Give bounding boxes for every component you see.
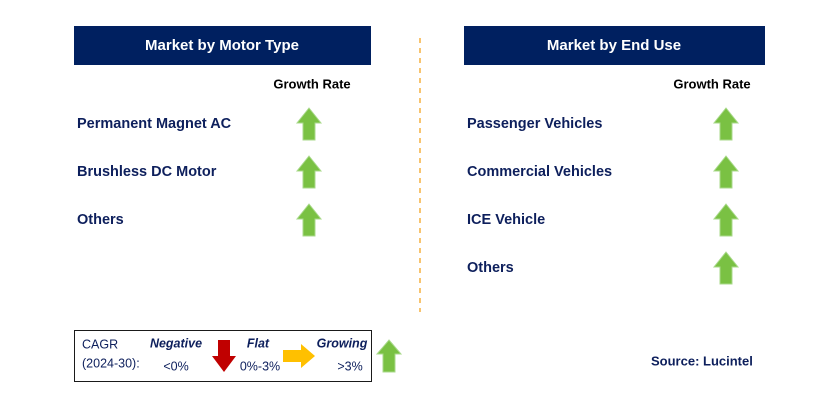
down-arrow xyxy=(212,340,236,372)
growth-arrow xyxy=(295,107,323,141)
item-label: Commercial Vehicles xyxy=(467,164,612,180)
legend-period: (2024-30): xyxy=(82,356,140,370)
legend-growing-range: >3% xyxy=(337,359,362,373)
legend-box xyxy=(74,330,372,382)
growth-arrow xyxy=(712,203,740,237)
growth-arrow xyxy=(295,203,323,237)
source: Source: Lucintel xyxy=(651,353,753,368)
left-growth-rate: Growth Rate xyxy=(273,76,350,91)
left-title: Market by Motor Type xyxy=(145,37,299,54)
legend-flat: Flat xyxy=(247,336,270,350)
legend-negative-range: <0% xyxy=(163,359,188,373)
item-label: Others xyxy=(77,212,124,228)
legend-flat-range: 0%-3% xyxy=(240,359,280,373)
items: Permanent Magnet AC Brushless DC Motor Oth… xyxy=(77,107,740,285)
item-label: Brushless DC Motor xyxy=(77,164,217,180)
growth-arrow xyxy=(712,251,740,285)
right-arrow xyxy=(283,344,315,368)
legend-negative: Negative xyxy=(150,336,202,350)
growth-arrow xyxy=(295,155,323,189)
growth-arrow xyxy=(712,107,740,141)
right-growth-rate: Growth Rate xyxy=(673,76,750,91)
legend-label: CAGR xyxy=(82,337,118,351)
right-header-box xyxy=(464,26,765,65)
right-title: Market by End Use xyxy=(547,37,681,54)
item-label: Passenger Vehicles xyxy=(467,116,602,132)
item-label: Others xyxy=(467,260,514,276)
item-label: Permanent Magnet AC xyxy=(77,116,232,132)
up-arrow xyxy=(375,339,403,373)
legend-growing: Growing xyxy=(317,336,368,350)
item-label: ICE Vehicle xyxy=(467,212,545,228)
growth-arrow xyxy=(712,155,740,189)
left-header-box xyxy=(74,26,371,65)
